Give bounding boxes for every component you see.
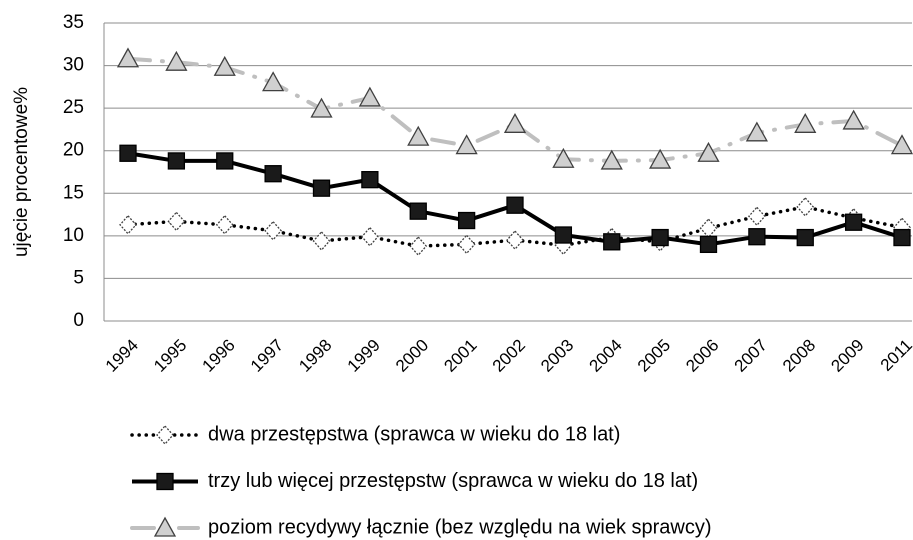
- data-point: [215, 214, 234, 235]
- x-tick-label: 2008: [779, 336, 819, 376]
- x-tick-label: 2005: [634, 336, 674, 376]
- data-point: [264, 220, 282, 241]
- legend-label: dwa przestępstwa (sprawca w wieku do 18 …: [208, 423, 620, 445]
- data-point: [554, 226, 573, 244]
- x-tick-label: 2007: [731, 336, 771, 376]
- data-point: [506, 196, 524, 214]
- data-point: [745, 121, 768, 142]
- x-tick-label: 2000: [392, 336, 432, 376]
- data-point: [552, 147, 575, 168]
- data-point: [649, 148, 672, 169]
- legend-marker: [153, 516, 177, 537]
- x-tick-label: 1999: [344, 336, 384, 376]
- x-tick-label: 1998: [295, 336, 335, 376]
- data-point: [796, 196, 815, 217]
- data-point: [457, 211, 476, 230]
- x-tick-label: 2009: [827, 336, 867, 376]
- data-point: [893, 228, 911, 247]
- data-point: [503, 112, 527, 133]
- data-point: [167, 152, 186, 170]
- y-tick-label: 5: [73, 267, 84, 288]
- data-point: [842, 109, 865, 130]
- data-point: [119, 144, 137, 162]
- x-tick-label: 1995: [150, 336, 190, 376]
- data-point: [455, 134, 478, 155]
- y-tick-label: 35: [63, 12, 84, 33]
- legend-marker: [156, 472, 174, 491]
- data-point: [699, 235, 718, 254]
- x-tick-label: 2002: [489, 336, 529, 376]
- y-tick-label: 0: [73, 310, 84, 331]
- data-point: [457, 234, 476, 255]
- y-tick-label: 15: [63, 182, 84, 203]
- data-point: [699, 218, 718, 239]
- x-tick-label: 1997: [247, 336, 287, 376]
- data-point: [506, 230, 524, 251]
- data-point: [312, 230, 331, 251]
- data-point: [600, 149, 623, 170]
- y-tick-label: 30: [63, 55, 84, 76]
- y-tick-label: 25: [63, 97, 84, 118]
- data-point: [310, 97, 333, 118]
- x-tick-label: 1996: [199, 336, 239, 376]
- data-point: [651, 228, 669, 247]
- y-tick-label: 10: [63, 225, 84, 246]
- data-point: [409, 202, 427, 220]
- legend-label: poziom recydywy łącznie (bez względu na …: [208, 516, 712, 538]
- data-point: [262, 71, 285, 92]
- legend-label: trzy lub więcej przestępstw (sprawca w w…: [208, 470, 698, 492]
- x-tick-label: 2004: [586, 336, 626, 376]
- data-point: [407, 125, 430, 146]
- x-tick-label: 2003: [537, 336, 577, 376]
- data-point: [264, 165, 282, 183]
- data-point: [213, 55, 236, 76]
- data-point: [603, 233, 621, 251]
- x-tick-label: 1994: [102, 336, 142, 376]
- data-point: [165, 50, 188, 71]
- data-point: [844, 213, 863, 231]
- data-point: [748, 228, 766, 246]
- data-point: [748, 206, 766, 227]
- data-point: [119, 214, 137, 235]
- data-point: [409, 236, 428, 257]
- y-axis-label: ujęcie procentowe%: [11, 87, 32, 257]
- data-point: [697, 141, 720, 162]
- data-point: [312, 179, 331, 197]
- data-point: [794, 112, 817, 133]
- y-tick-label: 20: [63, 140, 84, 161]
- x-tick-label: 2001: [440, 336, 480, 376]
- x-tick-label: 2006: [682, 336, 722, 376]
- data-point: [216, 152, 234, 170]
- data-point: [361, 171, 379, 189]
- data-point: [167, 211, 186, 232]
- series-line: [126, 56, 904, 163]
- data-point: [358, 86, 381, 107]
- x-tick-label: 2011: [877, 336, 913, 375]
- data-point: [116, 47, 140, 68]
- data-point: [796, 228, 814, 247]
- data-point: [361, 226, 379, 247]
- data-point: [890, 134, 913, 155]
- legend-marker: [156, 425, 174, 445]
